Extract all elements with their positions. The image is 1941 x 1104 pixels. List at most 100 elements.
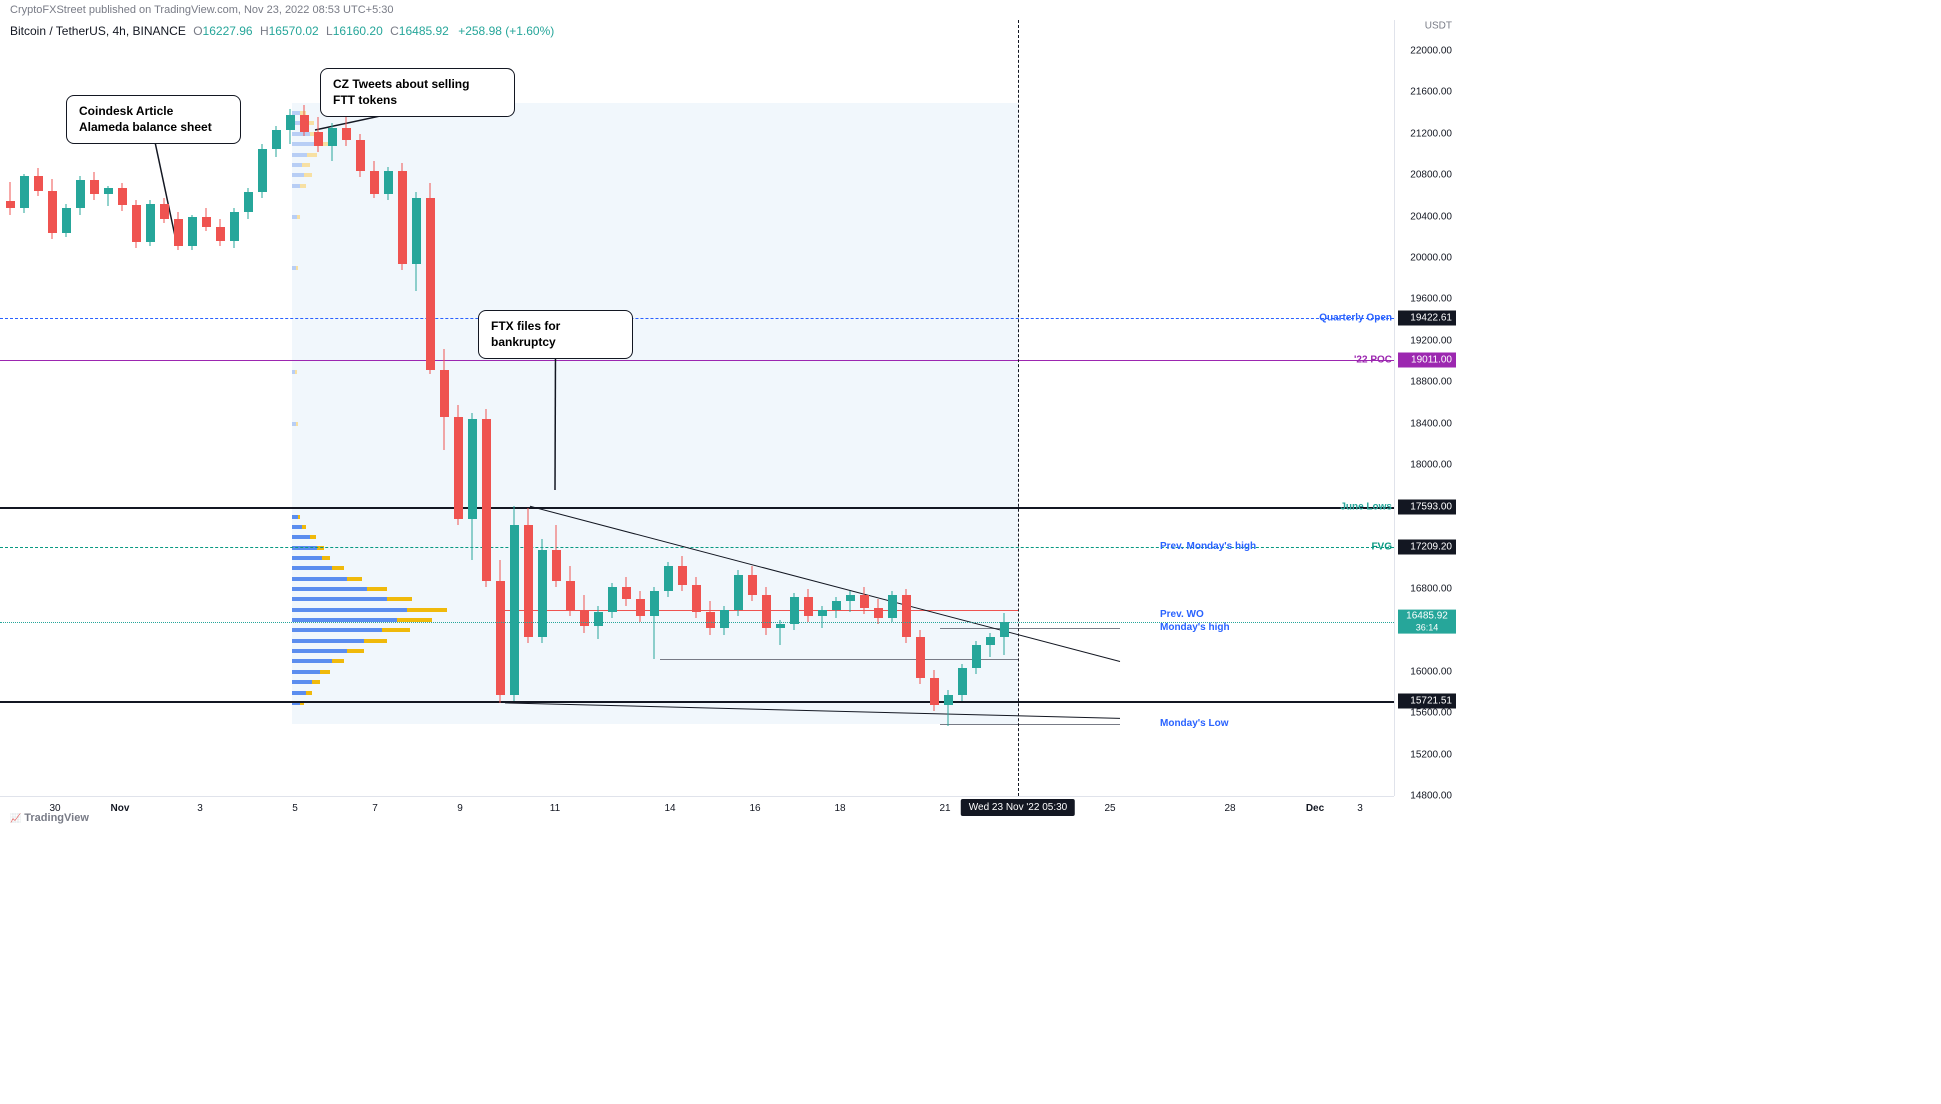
candle[interactable] xyxy=(552,20,561,796)
y-tick: 19600.00 xyxy=(1410,294,1452,305)
price-tag: 17209.20 xyxy=(1398,539,1456,554)
candle[interactable] xyxy=(692,20,701,796)
x-tick: Dec xyxy=(1306,803,1324,814)
price-tag: 15721.51 xyxy=(1398,693,1456,708)
candle[interactable] xyxy=(678,20,687,796)
y-tick: 18800.00 xyxy=(1410,377,1452,388)
candle[interactable] xyxy=(776,20,785,796)
y-tick: 18400.00 xyxy=(1410,418,1452,429)
candle[interactable] xyxy=(580,20,589,796)
candle[interactable] xyxy=(972,20,981,796)
callout-box[interactable]: FTX files forbankruptcy xyxy=(478,310,633,359)
current-price-tag: 16485.9236:14 xyxy=(1398,609,1456,634)
y-tick: 16800.00 xyxy=(1410,584,1452,595)
x-tick: Nov xyxy=(111,803,130,814)
x-current-marker: Wed 23 Nov '22 05:30 xyxy=(961,799,1075,816)
y-tick: 15200.00 xyxy=(1410,749,1452,760)
candle[interactable] xyxy=(594,20,603,796)
vp-bar xyxy=(292,566,332,570)
candle[interactable] xyxy=(482,20,491,796)
candle[interactable] xyxy=(524,20,533,796)
candle[interactable] xyxy=(622,20,631,796)
candle[interactable] xyxy=(902,20,911,796)
price-line[interactable] xyxy=(500,610,1018,611)
candle[interactable] xyxy=(496,20,505,796)
candle[interactable] xyxy=(846,20,855,796)
candle[interactable] xyxy=(608,20,617,796)
price-line-label: June Lows xyxy=(1340,502,1392,513)
candle[interactable] xyxy=(286,20,295,796)
candle[interactable] xyxy=(930,20,939,796)
candle[interactable] xyxy=(748,20,757,796)
current-price-line xyxy=(0,622,1394,623)
candle[interactable] xyxy=(650,20,659,796)
candle[interactable] xyxy=(440,20,449,796)
candle[interactable] xyxy=(818,20,827,796)
plot-area[interactable]: Quarterly Open'22 POCJune LowsFVGPrev. M… xyxy=(0,20,1394,796)
candle[interactable] xyxy=(706,20,715,796)
y-tick: 21200.00 xyxy=(1410,128,1452,139)
candle[interactable] xyxy=(916,20,925,796)
x-tick: 3 xyxy=(197,803,203,814)
candle[interactable] xyxy=(384,20,393,796)
candle[interactable] xyxy=(510,20,519,796)
x-tick: 28 xyxy=(1224,803,1235,814)
candle[interactable] xyxy=(272,20,281,796)
candle[interactable] xyxy=(34,20,43,796)
callout-box[interactable]: CZ Tweets about sellingFTT tokens xyxy=(320,68,515,117)
candle[interactable] xyxy=(944,20,953,796)
candle[interactable] xyxy=(664,20,673,796)
candle[interactable] xyxy=(454,20,463,796)
candle[interactable] xyxy=(986,20,995,796)
x-tick: 7 xyxy=(372,803,378,814)
candle[interactable] xyxy=(398,20,407,796)
candle[interactable] xyxy=(860,20,869,796)
candle[interactable] xyxy=(314,20,323,796)
x-tick: 14 xyxy=(664,803,675,814)
candle[interactable] xyxy=(20,20,29,796)
vp-bar xyxy=(292,659,332,663)
candle[interactable] xyxy=(566,20,575,796)
candle[interactable] xyxy=(538,20,547,796)
y-tick: 14800.00 xyxy=(1410,791,1452,802)
level-line[interactable] xyxy=(940,724,1120,725)
candle[interactable] xyxy=(328,20,337,796)
candle[interactable] xyxy=(48,20,57,796)
y-axis[interactable]: 19422.6119011.0017593.0017209.2015721.51… xyxy=(1394,20,1456,796)
candle[interactable] xyxy=(1000,20,1009,796)
candle[interactable] xyxy=(468,20,477,796)
candle[interactable] xyxy=(300,20,309,796)
price-line-label: '22 POC xyxy=(1354,355,1392,366)
candle[interactable] xyxy=(888,20,897,796)
x-tick: 5 xyxy=(292,803,298,814)
x-tick: 11 xyxy=(550,803,560,814)
candle[interactable] xyxy=(258,20,267,796)
candle[interactable] xyxy=(874,20,883,796)
annotation-label: Prev. WO xyxy=(1160,609,1204,620)
y-tick: 18000.00 xyxy=(1410,459,1452,470)
candle[interactable] xyxy=(832,20,841,796)
candle[interactable] xyxy=(720,20,729,796)
candle[interactable] xyxy=(636,20,645,796)
candle[interactable] xyxy=(356,20,365,796)
y-tick: 16000.00 xyxy=(1410,666,1452,677)
candle[interactable] xyxy=(412,20,421,796)
candle[interactable] xyxy=(734,20,743,796)
candle[interactable] xyxy=(370,20,379,796)
candle[interactable] xyxy=(804,20,813,796)
y-tick: 20400.00 xyxy=(1410,211,1452,222)
y-tick: 20000.00 xyxy=(1410,252,1452,263)
candle[interactable] xyxy=(6,20,15,796)
x-tick: 3 xyxy=(1357,803,1363,814)
y-tick: 15600.00 xyxy=(1410,708,1452,719)
candle[interactable] xyxy=(762,20,771,796)
price-line-label: FVG xyxy=(1371,541,1392,552)
level-line[interactable] xyxy=(940,628,1120,629)
candle[interactable] xyxy=(244,20,253,796)
callout-box[interactable]: Coindesk ArticleAlameda balance sheet xyxy=(66,95,241,144)
candle[interactable] xyxy=(790,20,799,796)
candle[interactable] xyxy=(426,20,435,796)
candle[interactable] xyxy=(958,20,967,796)
candle[interactable] xyxy=(342,20,351,796)
x-axis[interactable]: 30Nov357911141618212528Dec3Wed 23 Nov '2… xyxy=(0,796,1394,828)
